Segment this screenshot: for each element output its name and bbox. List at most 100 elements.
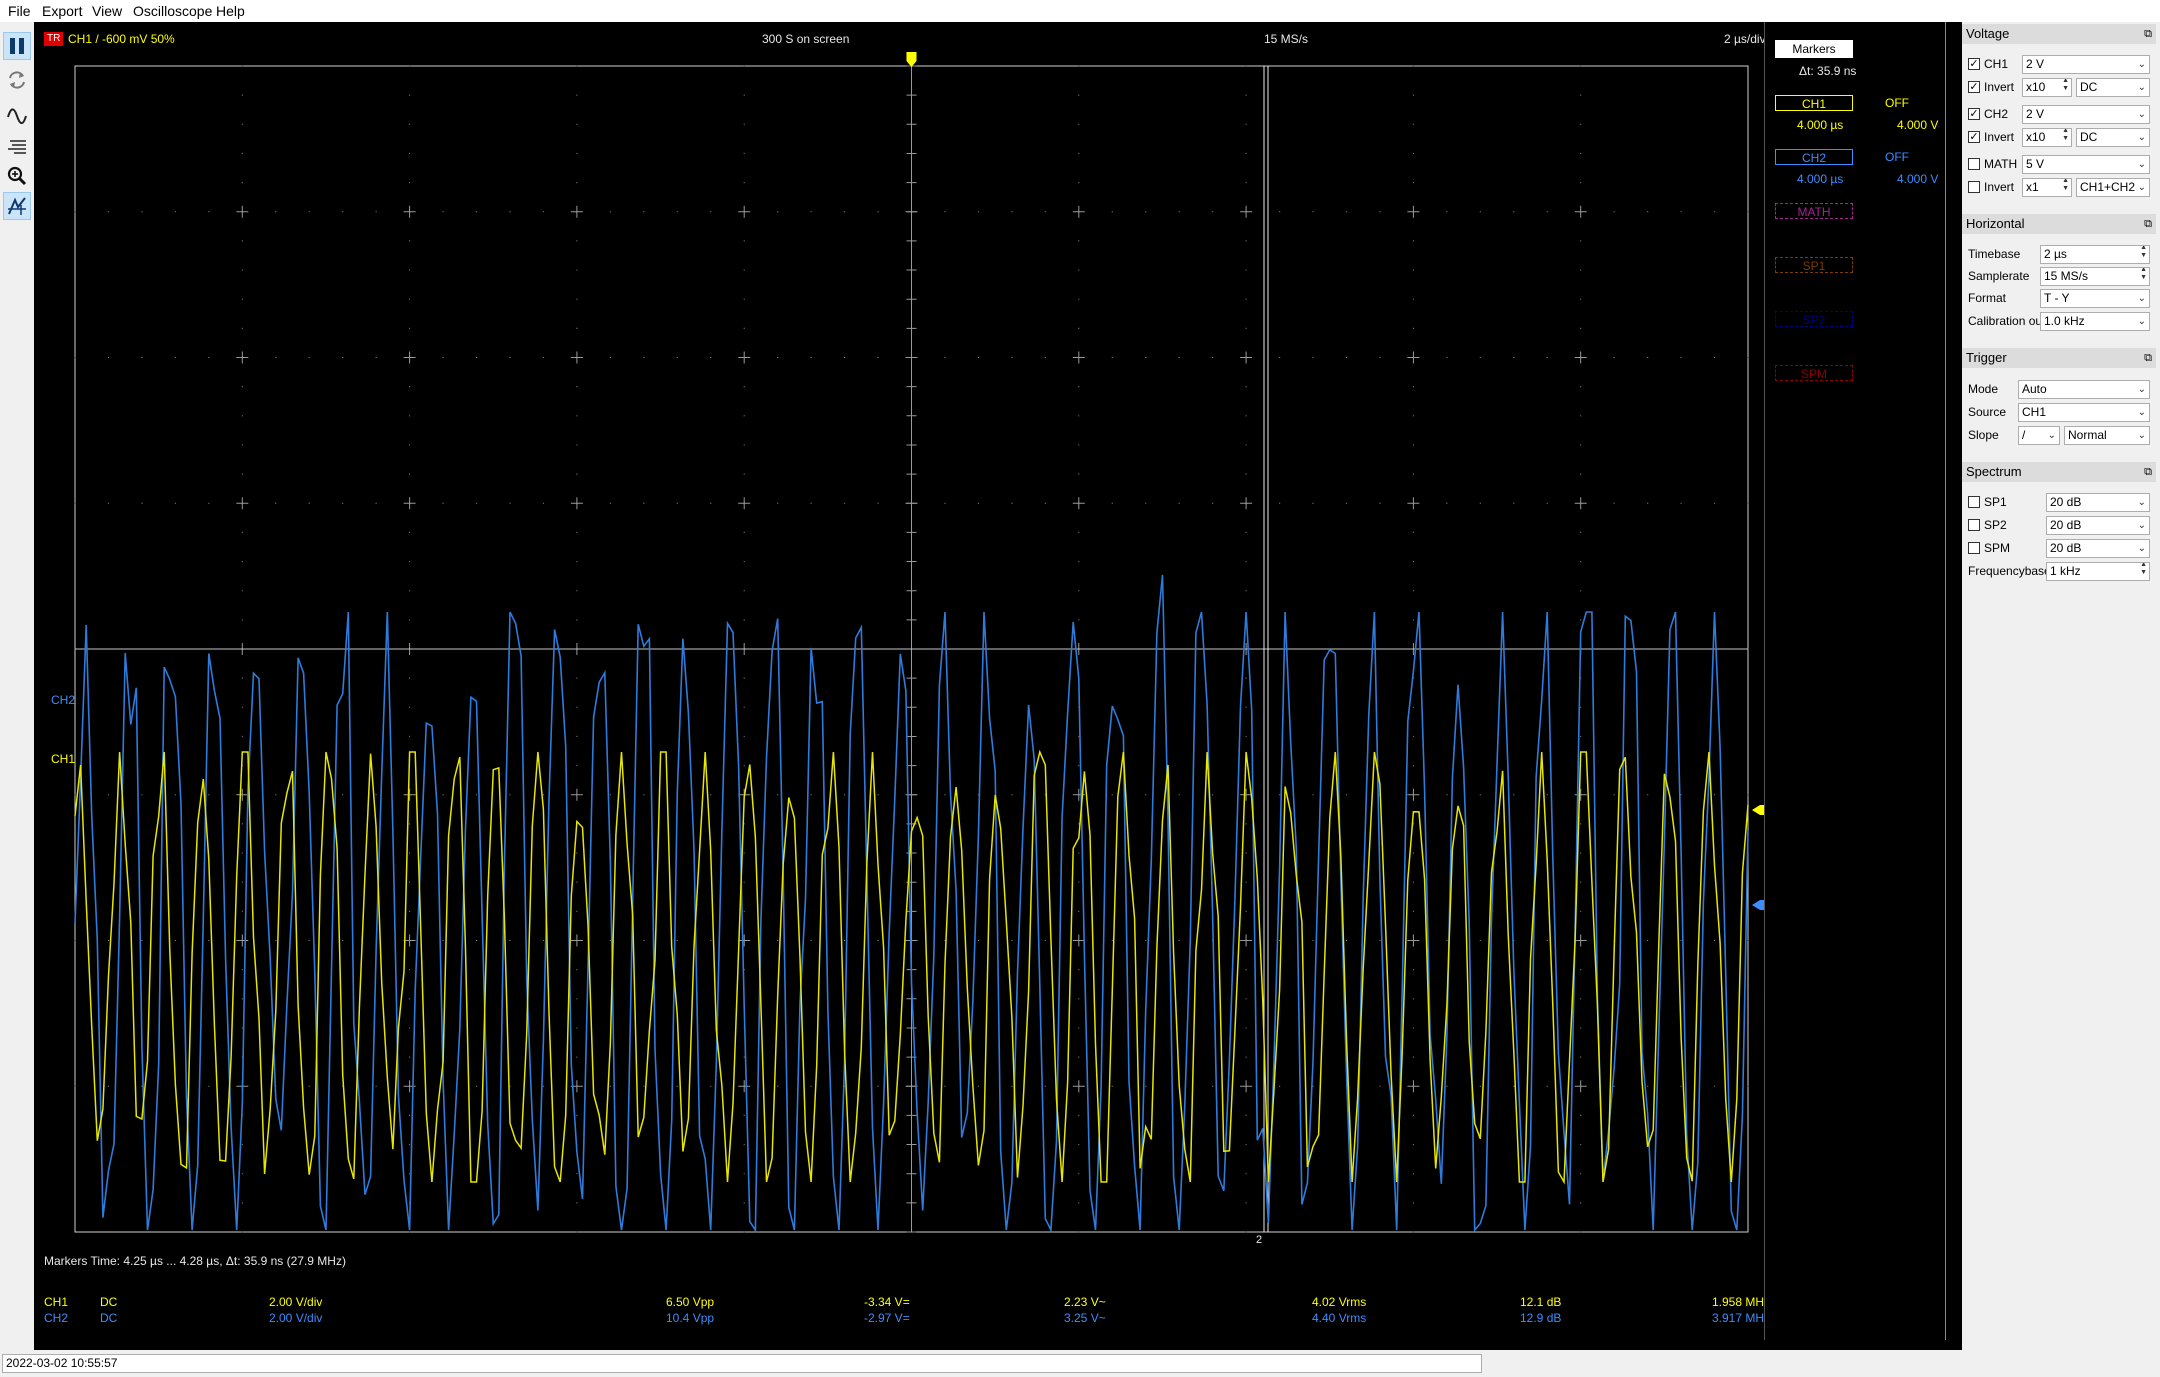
marker-sp2-button[interactable]: SP2 xyxy=(1775,311,1853,327)
marker-ch2-volt: 4.000 V xyxy=(1897,172,1939,186)
trigger-info: CH1 / -600 mV 50% xyxy=(68,32,175,46)
undock-icon[interactable]: ⧉ xyxy=(2144,218,2152,230)
meas-freq: 3.917 MHz xyxy=(1712,1311,1771,1325)
ch2-coupling-select[interactable]: DC ⌄ xyxy=(2076,128,2150,147)
format-row: Format T - Y ⌄ xyxy=(1962,288,2160,310)
frequencybase-spinbox[interactable]: 1 kHz ▲ ▼ xyxy=(2046,562,2150,581)
scope-graticule[interactable] xyxy=(34,22,1962,1350)
sp2-label: SP2 xyxy=(1984,518,2007,532)
math-invert-label: Invert xyxy=(1984,180,2015,194)
markers-panel: Markers Δt: 35.9 ns CH1 OFF 4.000 µs 4.0… xyxy=(1764,22,1946,1340)
calibration-select[interactable]: 1.0 kHz ⌄ xyxy=(2040,312,2150,331)
ch1-trace xyxy=(74,749,1749,1185)
cursor-label: 2 xyxy=(1256,1234,1263,1246)
timebase-spinbox[interactable]: 2 µs ▲ ▼ xyxy=(2040,245,2150,264)
ch1-coupling-select[interactable]: DC ⌄ xyxy=(2076,78,2150,97)
ch1-label: CH1 xyxy=(1984,57,2009,71)
ch1-invert-checkbox[interactable]: ✓ xyxy=(1968,81,1980,93)
trigger-source-select[interactable]: CH1 ⌄ xyxy=(2018,403,2150,422)
marker-ch2-state[interactable]: OFF xyxy=(1885,150,1909,164)
ch2-invert-checkbox[interactable]: ✓ xyxy=(1968,131,1980,143)
meas-rms: 4.40 Vrms xyxy=(1312,1311,1367,1325)
marker-ch1-state[interactable]: OFF xyxy=(1885,96,1909,110)
trigger-slope-select[interactable]: / ⌄ xyxy=(2018,426,2060,445)
trigger-mode-row: Mode Auto ⌄ xyxy=(1962,379,2160,401)
math-enable-checkbox[interactable] xyxy=(1968,158,1980,170)
status-timestamp: 2022-03-02 10:55:57 xyxy=(2,1354,1482,1373)
spm-checkbox[interactable] xyxy=(1968,542,1980,554)
meas-ac: 3.25 V~ xyxy=(1064,1311,1106,1325)
undock-icon[interactable]: ⧉ xyxy=(2144,352,2152,364)
math-label: MATH xyxy=(1984,157,2018,171)
sp1-checkbox[interactable] xyxy=(1968,496,1980,508)
voltage-panel-header: Voltage ⧉ xyxy=(1962,24,2156,44)
measure-icon[interactable] xyxy=(3,192,31,220)
meas-ac: 2.23 V~ xyxy=(1064,1295,1106,1309)
marker-ch1-button[interactable]: CH1 xyxy=(1775,95,1853,111)
markers-title[interactable]: Markers xyxy=(1775,40,1853,58)
trigger-source-row: Source CH1 ⌄ xyxy=(1962,402,2160,424)
spectrum-icon[interactable] xyxy=(3,132,31,160)
meas-db: 12.9 dB xyxy=(1520,1311,1562,1325)
menu-file[interactable]: File xyxy=(8,3,31,19)
trigger-title: Trigger xyxy=(1966,350,2007,365)
spm-row: SPM 20 dB ⌄ xyxy=(1962,538,2160,560)
math-gain-select[interactable]: 5 V ⌄ xyxy=(2022,155,2150,174)
pause-icon[interactable] xyxy=(3,32,31,60)
voltage-ch2-row: ✓ CH2 2 V ⌄ xyxy=(1962,104,2160,126)
sp2-scale-select[interactable]: 20 dB ⌄ xyxy=(2046,516,2150,535)
format-select[interactable]: T - Y ⌄ xyxy=(2040,289,2150,308)
undock-icon[interactable]: ⧉ xyxy=(2144,466,2152,478)
status-bar: 2022-03-02 10:55:57 xyxy=(0,1350,2160,1377)
marker-ch1-volt: 4.000 V xyxy=(1897,118,1939,132)
voltage-ch2-invert-row: ✓ Invert x10 ▲ ▼ DC ⌄ xyxy=(1962,127,2160,149)
menu-oscilloscope[interactable]: Oscilloscope xyxy=(133,3,213,19)
trigger-panel-header: Trigger ⧉ xyxy=(1962,348,2156,368)
meas-dc: -3.34 V= xyxy=(864,1295,910,1309)
sp1-row: SP1 20 dB ⌄ xyxy=(1962,492,2160,514)
format-label: Format xyxy=(1968,291,2007,305)
ch1-probe-spinbox[interactable]: x10 ▲ ▼ xyxy=(2022,78,2072,97)
menu-view[interactable]: View xyxy=(92,3,123,19)
waveform-icon[interactable] xyxy=(3,102,31,130)
marker-ch1-time: 4.000 µs xyxy=(1797,118,1844,132)
meas-freq: 1.958 MHz xyxy=(1712,1295,1771,1309)
math-mode-select[interactable]: CH1+CH2 ⌄ xyxy=(2076,178,2150,197)
calibration-label: Calibration out xyxy=(1968,314,2046,328)
ch2-probe-spinbox[interactable]: x10 ▲ ▼ xyxy=(2022,128,2072,147)
ch2-enable-checkbox[interactable]: ✓ xyxy=(1968,108,1980,120)
ch1-offset-label[interactable]: CH1 xyxy=(51,752,76,766)
marker-info: Markers Time: 4.25 µs ... 4.28 µs, Δt: 3… xyxy=(44,1254,346,1268)
marker-ch2-button[interactable]: CH2 xyxy=(1775,149,1853,165)
frequencybase-row: Frequencybase 1 kHz ▲ ▼ xyxy=(1962,561,2160,583)
ch1-gain-select[interactable]: 2 V ⌄ xyxy=(2022,55,2150,74)
meas-vdiv: 2.00 V/div xyxy=(269,1311,323,1325)
markers-delta: Δt: 35.9 ns xyxy=(1799,64,1857,78)
ch1-invert-label: Invert xyxy=(1984,80,2015,94)
trigger-slope-mode-select[interactable]: Normal ⌄ xyxy=(2064,426,2150,445)
voltage-title: Voltage xyxy=(1966,26,2010,41)
ch1-enable-checkbox[interactable]: ✓ xyxy=(1968,58,1980,70)
meas-vdiv: 2.00 V/div xyxy=(269,1295,323,1309)
refresh-icon[interactable] xyxy=(3,66,31,94)
meas-coupling: DC xyxy=(100,1295,118,1309)
scope-display[interactable]: TR CH1 / -600 mV 50% 300 S on screen 15 … xyxy=(34,22,1962,1350)
trigger-mode-select[interactable]: Auto ⌄ xyxy=(2018,380,2150,399)
undock-icon[interactable]: ⧉ xyxy=(2144,28,2152,40)
ch2-gain-select[interactable]: 2 V ⌄ xyxy=(2022,105,2150,124)
menu-help[interactable]: Help xyxy=(216,3,245,19)
samplerate-spinbox[interactable]: 15 MS/s ▲ ▼ xyxy=(2040,267,2150,286)
frequencybase-label: Frequencybase xyxy=(1968,564,2051,578)
math-invert-checkbox[interactable] xyxy=(1968,181,1980,193)
sp2-checkbox[interactable] xyxy=(1968,519,1980,531)
meas-vpp: 6.50 Vpp xyxy=(666,1295,715,1309)
ch2-offset-label[interactable]: CH2 xyxy=(51,693,76,707)
math-probe-spinbox[interactable]: x1 ▲ ▼ xyxy=(2022,178,2072,197)
menu-export[interactable]: Export xyxy=(42,3,83,19)
marker-sp1-button[interactable]: SP1 xyxy=(1775,257,1853,273)
spm-scale-select[interactable]: 20 dB ⌄ xyxy=(2046,539,2150,558)
marker-spm-button[interactable]: SPM xyxy=(1775,365,1853,381)
marker-math-button[interactable]: MATH xyxy=(1775,203,1853,219)
sp1-scale-select[interactable]: 20 dB ⌄ xyxy=(2046,493,2150,512)
zoom-icon[interactable] xyxy=(3,162,31,190)
